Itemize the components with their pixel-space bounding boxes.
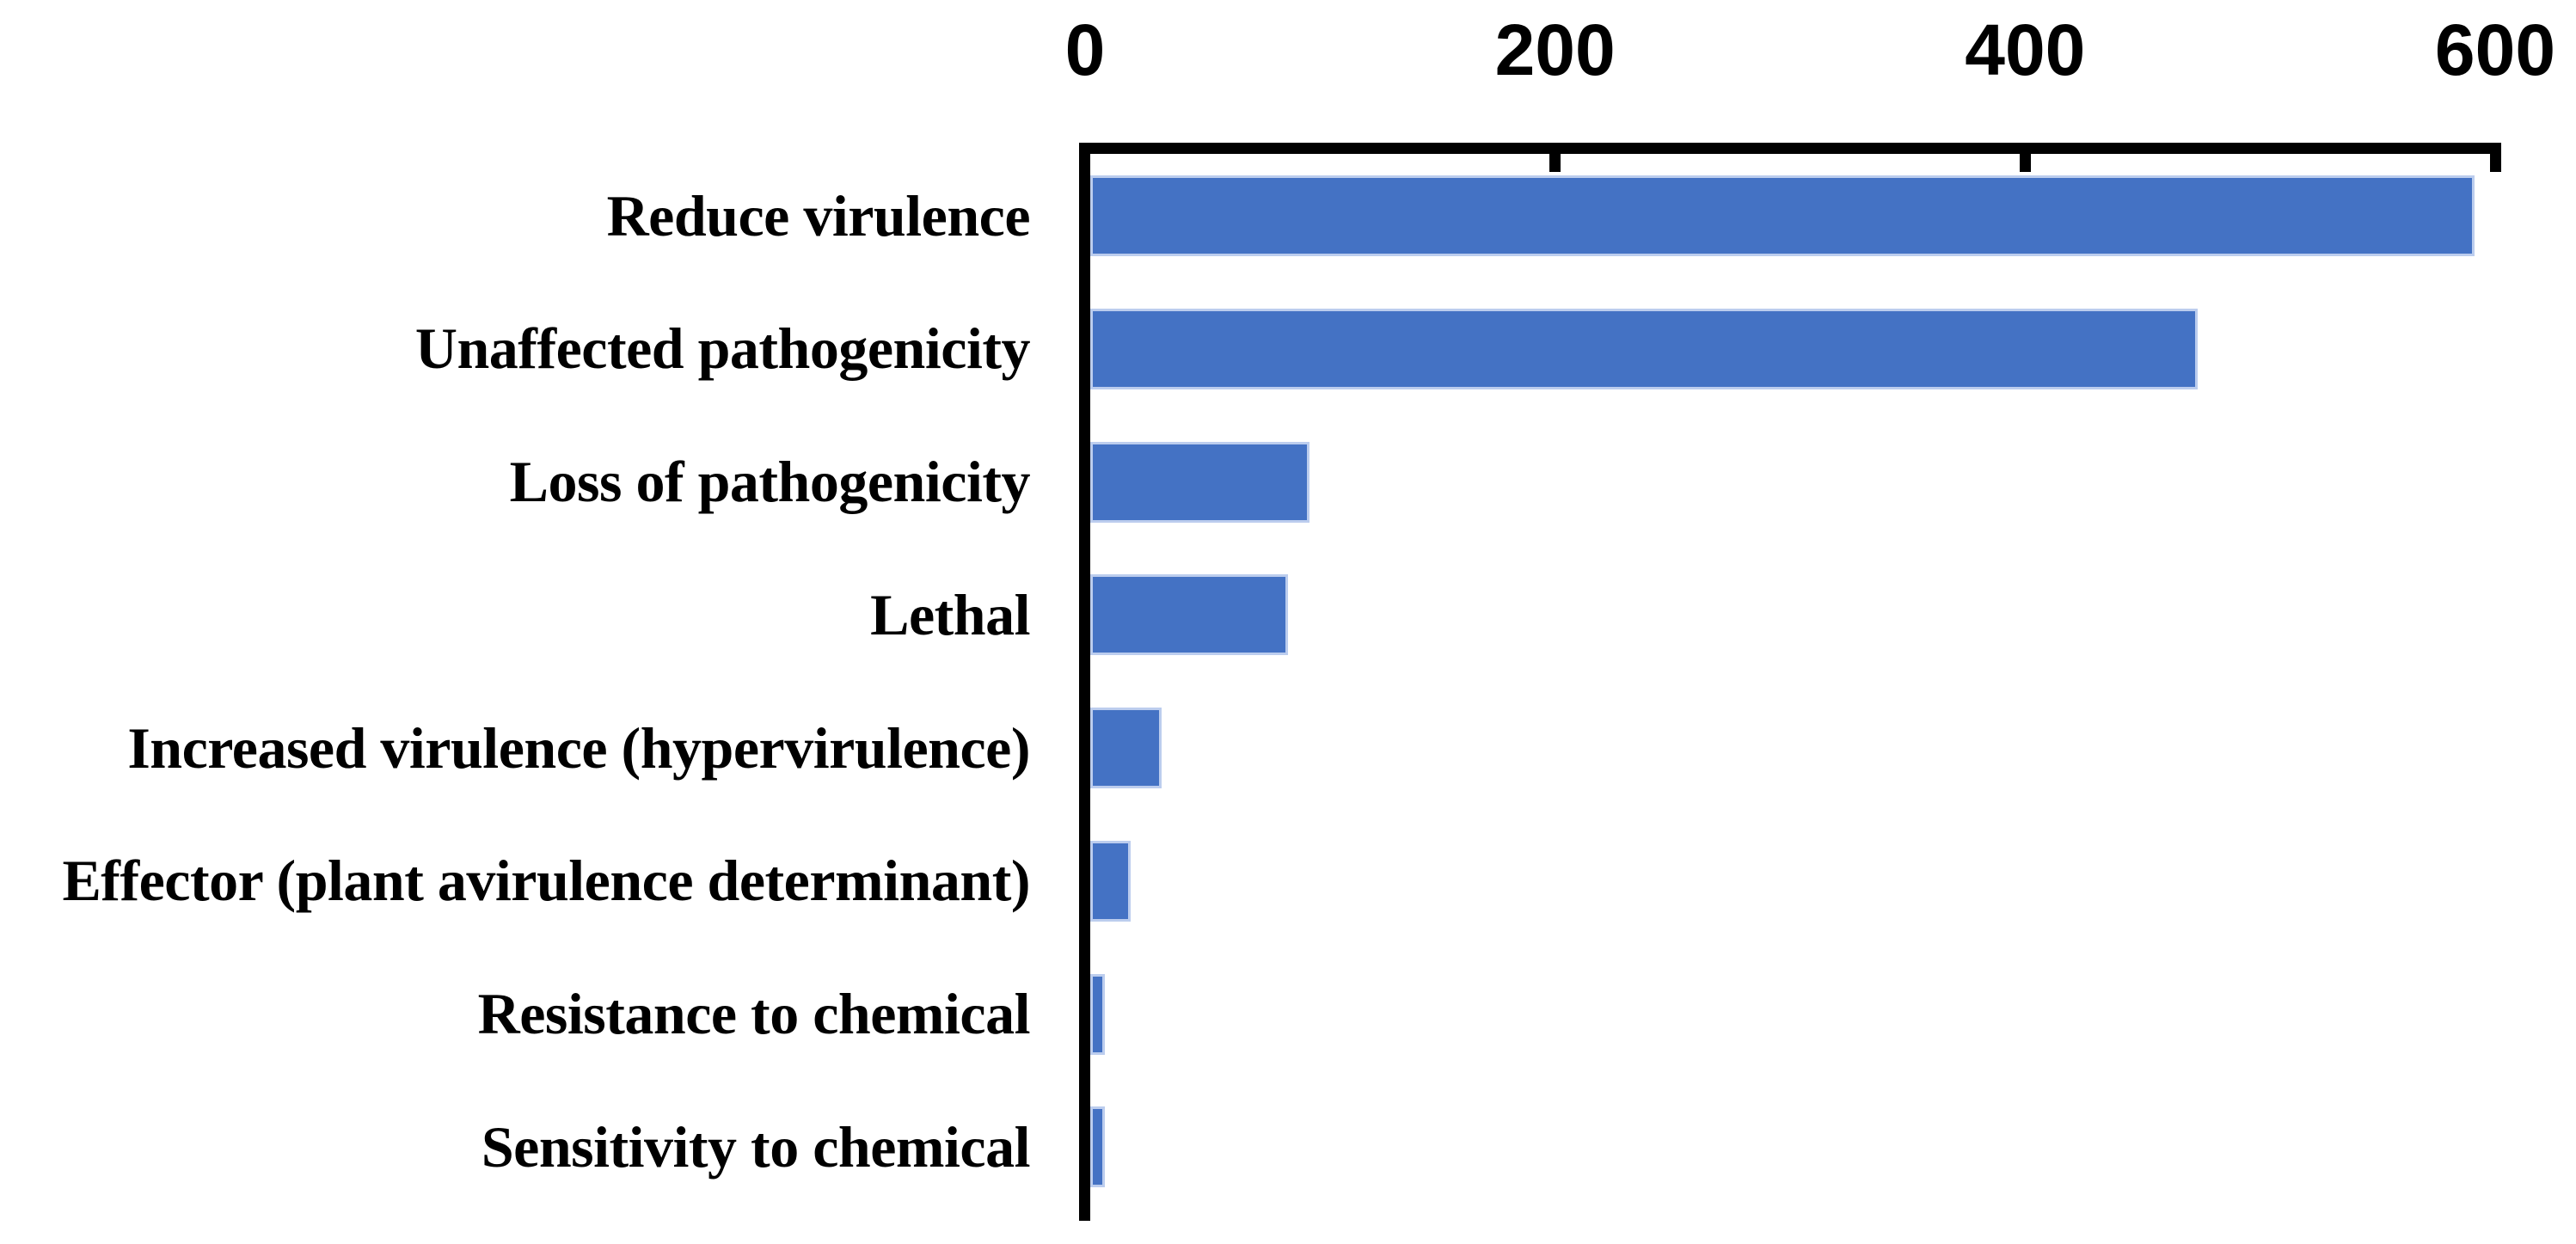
category-label: Effector (plant avirulence determinant) <box>62 848 1030 914</box>
category-label: Lethal <box>870 581 1030 647</box>
x-tick-mark <box>2489 143 2501 172</box>
bar <box>1090 574 1289 656</box>
x-tick-label: 200 <box>1494 9 1616 90</box>
category-label: Loss of pathogenicity <box>509 449 1031 514</box>
bar <box>1090 708 1162 788</box>
bar <box>1090 1106 1105 1188</box>
x-tick-mark <box>1549 143 1561 172</box>
category-label: Increased virulence (hypervirulence) <box>127 714 1030 781</box>
category-label: Unaffected pathogenicity <box>414 316 1031 382</box>
x-tick-label: 600 <box>2434 9 2556 90</box>
x-tick-mark <box>2019 143 2031 172</box>
y-axis-line <box>1079 143 1090 1221</box>
bar <box>1090 175 2475 256</box>
category-label: Reduce virulence <box>606 182 1031 248</box>
x-tick-label: 0 <box>1064 9 1106 90</box>
bar <box>1090 840 1131 922</box>
bar <box>1090 308 2198 389</box>
x-tick-label: 400 <box>1965 9 2086 90</box>
category-label: Sensitivity to chemical <box>481 1113 1031 1180</box>
category-label: Resistance to chemical <box>477 981 1031 1046</box>
bar <box>1090 973 1105 1055</box>
x-axis-line <box>1079 143 2499 154</box>
bar <box>1090 441 1309 523</box>
